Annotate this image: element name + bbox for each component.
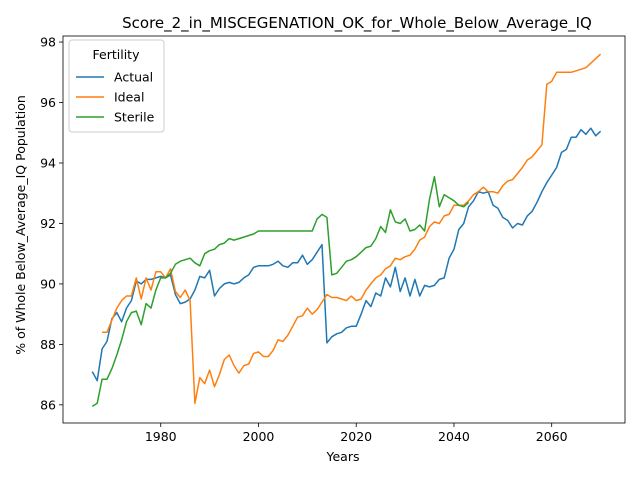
legend: Fertility Actual Ideal Sterile	[68, 39, 165, 133]
legend-items: Actual Ideal Sterile	[76, 70, 155, 125]
x-axis: 1980 2000 2020 2040 2060	[145, 423, 568, 444]
y-tick-label: 86	[40, 397, 56, 412]
x-tick-label: 2020	[340, 429, 372, 444]
y-axis-label: % of Whole Below_Average_IQ Population	[13, 95, 28, 355]
series-line-sterile	[91, 175, 470, 408]
y-tick-label: 92	[40, 216, 56, 231]
legend-label-actual: Actual	[114, 70, 153, 85]
y-tick-label: 96	[40, 95, 56, 110]
plot-lines	[91, 53, 602, 408]
series-line-actual	[91, 127, 602, 382]
legend-title: Fertility	[93, 47, 141, 62]
series-line-ideal	[102, 53, 602, 405]
y-tick-label: 98	[40, 35, 56, 50]
legend-label-ideal: Ideal	[114, 90, 144, 105]
x-axis-label: Years	[326, 449, 360, 464]
x-tick-label: 2000	[243, 429, 275, 444]
x-tick-label: 2040	[438, 429, 470, 444]
plot-frame	[62, 35, 626, 424]
y-tick-label: 90	[40, 276, 56, 291]
y-axis: 86 88 90 92 94 96 98	[40, 35, 63, 412]
chart-title: Score_2_in_MISCEGENATION_OK_for_Whole_Be…	[122, 14, 592, 33]
x-tick-label: 2060	[536, 429, 568, 444]
y-tick-label: 88	[40, 337, 56, 352]
legend-box	[68, 39, 165, 133]
y-tick-label: 94	[40, 155, 56, 170]
x-tick-label: 1980	[145, 429, 177, 444]
legend-label-sterile: Sterile	[114, 110, 155, 125]
